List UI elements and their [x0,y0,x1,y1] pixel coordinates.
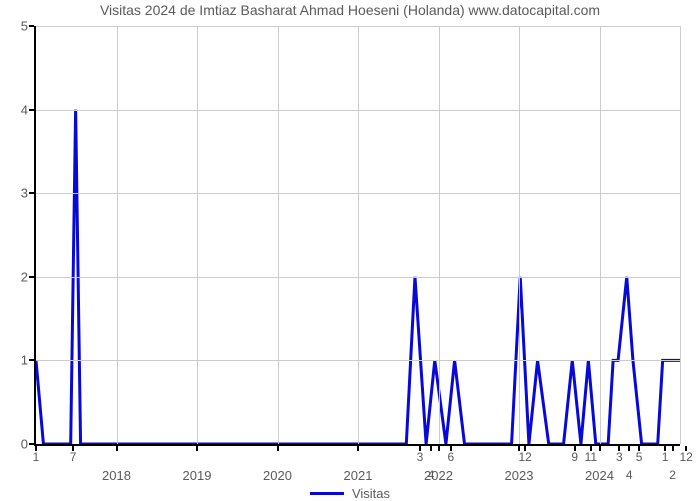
xtick-mark [664,446,666,451]
xtick-mark [35,446,37,451]
ytick-mark [29,359,34,361]
gridline-v [519,26,520,444]
xtick-mark [518,446,520,451]
xtick-mark [277,446,279,451]
plot-area: 0123451734612911345121220182019202020212… [34,26,680,446]
xtick-mark [419,446,421,451]
xtick-mark [638,446,640,451]
gridline-v [680,26,681,444]
gridline-v [439,26,440,444]
gridline-v [197,26,198,444]
gridline-v [278,26,279,444]
legend-swatch [310,492,344,495]
ytick-mark [29,276,34,278]
xtick-mark [438,446,440,451]
xtick-mark [574,446,576,451]
chart-container: Visitas 2024 de Imtiaz Basharat Ahmad Ho… [0,0,700,500]
xtick-mark [618,446,620,451]
xtick-mark [116,446,118,451]
ytick-mark [29,109,34,111]
legend-label: Visitas [352,486,390,501]
xtick-mark [685,446,687,451]
xtick-mark [672,446,674,451]
xtick-mark [72,446,74,451]
gridline-v [600,26,601,444]
ytick-mark [29,192,34,194]
xtick-mark [196,446,198,451]
xtick-mark [357,446,359,451]
xtick-mark [599,446,601,451]
legend: Visitas [310,486,390,501]
gridline-v [117,26,118,444]
xtick-mark [628,446,630,451]
gridline-v [358,26,359,444]
ytick-mark [29,25,34,27]
chart-title: Visitas 2024 de Imtiaz Basharat Ahmad Ho… [0,2,700,18]
